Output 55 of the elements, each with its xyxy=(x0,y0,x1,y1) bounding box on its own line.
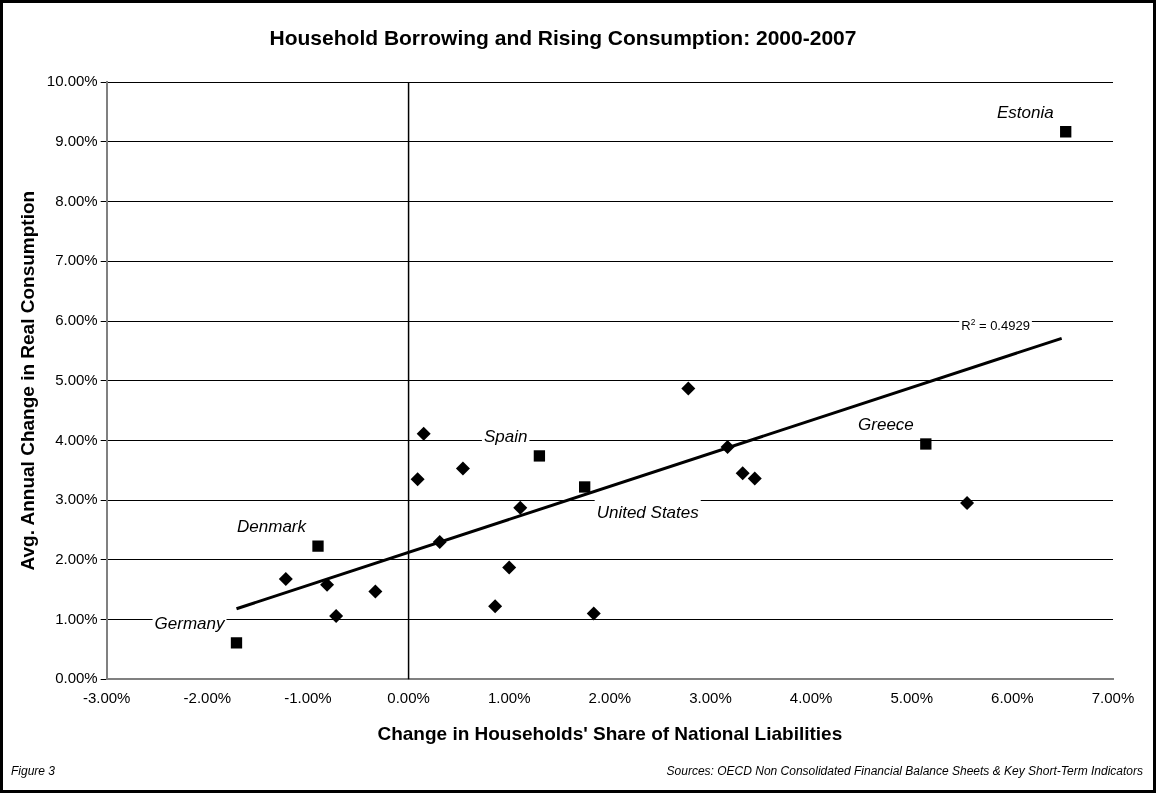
annotation: Estonia xyxy=(997,102,1054,122)
point xyxy=(230,637,243,649)
point xyxy=(410,472,425,487)
point xyxy=(1060,126,1072,138)
annotation: Denmark xyxy=(237,517,308,537)
point xyxy=(720,439,735,454)
point xyxy=(329,608,344,623)
point xyxy=(278,571,293,586)
y-tick-label: 9.00% xyxy=(55,132,98,150)
y-tick-label: 7.00% xyxy=(55,251,98,269)
annotation: United States xyxy=(596,502,700,522)
y-tick-label: 8.00% xyxy=(55,191,98,209)
point xyxy=(681,381,696,396)
point xyxy=(920,438,932,450)
point xyxy=(533,450,546,462)
point xyxy=(586,606,601,621)
y-tick-label: 5.00% xyxy=(55,370,98,388)
point xyxy=(747,471,762,486)
x-tick-label: 5.00% xyxy=(890,689,934,707)
x-tick-label: 7.00% xyxy=(1091,689,1135,707)
x-tick-label: 2.00% xyxy=(588,689,632,707)
caption: Figure 3 xyxy=(11,764,56,778)
point xyxy=(502,560,517,575)
x-tick-label: -1.00% xyxy=(284,689,332,707)
y-tick-label: 1.00% xyxy=(55,609,98,627)
y-tick-label: 4.00% xyxy=(55,430,98,448)
x-tick-label: 4.00% xyxy=(789,689,833,707)
chart-title: Household Borrowing and Rising Consumption: 2000-2007 xyxy=(269,26,857,50)
x-tick-label: -3.00% xyxy=(82,689,131,707)
point xyxy=(455,461,470,476)
annotation: Greece xyxy=(858,414,914,434)
x-tick-label: 3.00% xyxy=(689,689,732,707)
point xyxy=(432,534,447,549)
y-tick-label: 0.00% xyxy=(55,669,98,687)
point xyxy=(488,599,503,614)
point xyxy=(312,540,324,552)
point xyxy=(513,500,528,515)
annotation: Germany xyxy=(154,613,226,633)
x-tick-label: 6.00% xyxy=(991,689,1034,707)
x-tick-label: 0.00% xyxy=(387,689,430,707)
source-note: Sources: OECD Non Consolidated Financial Balance Sheets & Key Short-Term Indicators xyxy=(666,764,1143,778)
y-tick-label: 6.00% xyxy=(55,311,98,329)
x-tick-label: -2.00% xyxy=(183,689,232,707)
x-axis-title: Change in Households' Share of National Liabilities xyxy=(377,722,843,744)
point xyxy=(735,466,750,481)
y-axis-title: Avg. Annual Change in Real Consumption xyxy=(16,190,38,571)
point xyxy=(960,496,975,511)
x-tick-label: 1.00% xyxy=(487,689,531,707)
y-tick-label: 2.00% xyxy=(55,549,98,567)
y-tick-label: 3.00% xyxy=(55,490,98,508)
point xyxy=(368,584,383,599)
annotation: Spain xyxy=(483,426,528,446)
y-tick-label: 10.00% xyxy=(46,72,98,90)
point xyxy=(416,426,431,441)
point xyxy=(579,481,591,493)
